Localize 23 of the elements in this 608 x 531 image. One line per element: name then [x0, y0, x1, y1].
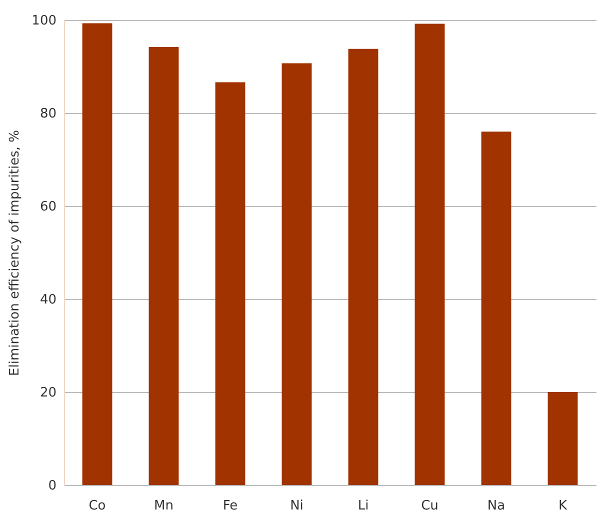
x-tick-label: Fe — [222, 498, 238, 514]
y-tick-label: 80 — [40, 106, 56, 122]
x-tick-label: Ni — [290, 498, 304, 514]
bar — [348, 48, 378, 485]
x-tick-label: Cu — [421, 498, 438, 514]
x-tick-label: Na — [487, 498, 506, 514]
bar — [414, 24, 445, 485]
bar — [148, 46, 179, 485]
x-tick-label: Li — [358, 498, 369, 514]
bar — [481, 132, 512, 485]
x-tick-label: Mn — [154, 498, 174, 514]
y-tick-label: 0 — [48, 478, 56, 494]
bar — [215, 82, 246, 485]
y-tick-label: 40 — [40, 292, 56, 308]
x-tick-label: Co — [88, 498, 106, 514]
x-tick-label: K — [558, 498, 568, 514]
y-tick-label: 60 — [40, 200, 56, 214]
bar — [548, 392, 578, 485]
bar — [82, 23, 112, 485]
bar — [282, 63, 312, 485]
y-tick-label: 100 — [32, 14, 56, 28]
y-axis-title: Elimination efficiency of impurities, % — [8, 130, 23, 376]
y-tick-label: 20 — [40, 386, 56, 400]
